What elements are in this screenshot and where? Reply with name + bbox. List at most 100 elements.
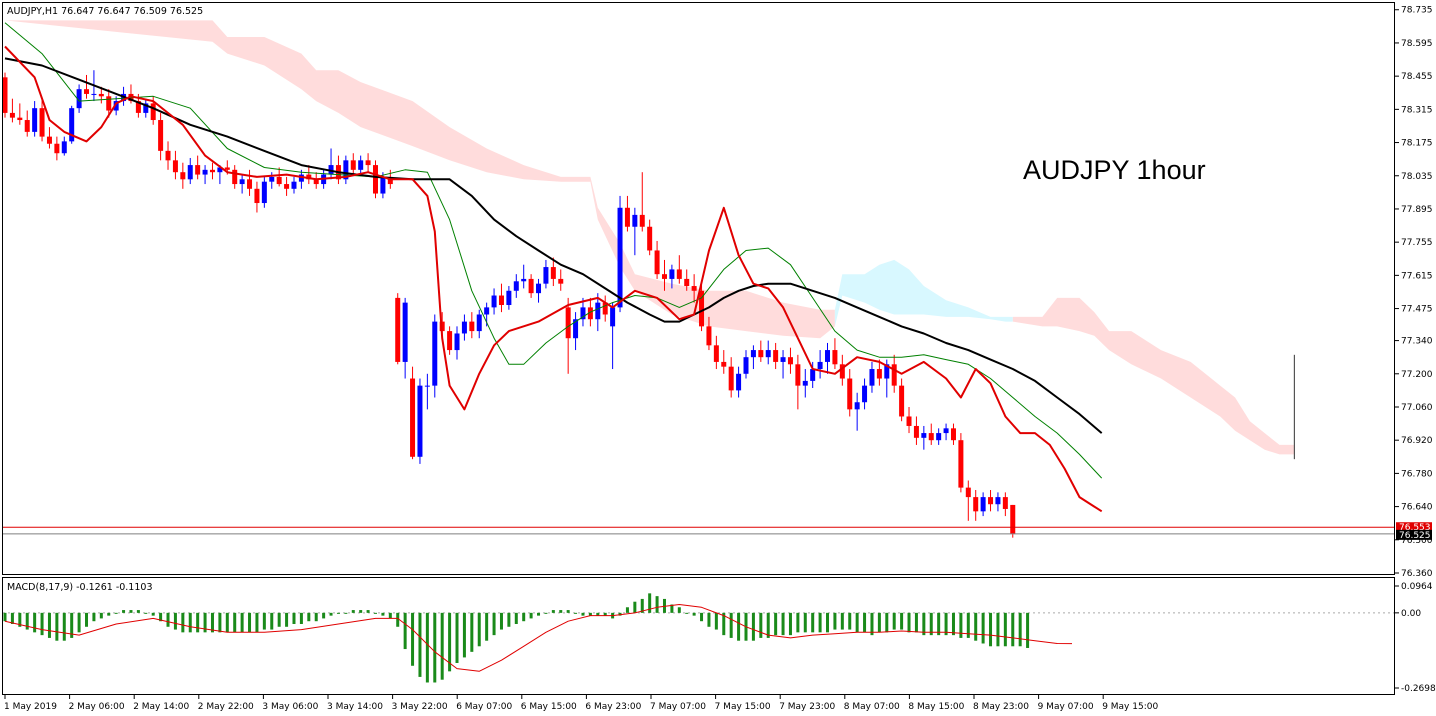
candle bbox=[528, 274, 534, 298]
candle bbox=[461, 314, 467, 341]
price-tick-label: 76.640 bbox=[1401, 503, 1433, 513]
candle-body bbox=[380, 176, 386, 194]
price-tick-label: 77.895 bbox=[1401, 205, 1433, 215]
candle bbox=[988, 489, 994, 512]
macd-bar bbox=[714, 612, 718, 630]
candle bbox=[580, 297, 586, 327]
candle bbox=[602, 295, 608, 322]
candle-body bbox=[795, 364, 801, 386]
macd-bar bbox=[759, 612, 763, 638]
macd-bar bbox=[77, 612, 81, 633]
candle-body bbox=[402, 302, 408, 362]
macd-bar bbox=[996, 612, 1000, 647]
time-tick-label: 6 May 15:00 bbox=[521, 702, 577, 712]
candle-body bbox=[750, 350, 756, 358]
macd-bar bbox=[92, 612, 96, 622]
macd-bar bbox=[885, 612, 889, 633]
candle-body bbox=[669, 269, 675, 279]
candle bbox=[254, 181, 260, 213]
candle-body bbox=[595, 302, 601, 320]
time-tick-label: 3 May 22:00 bbox=[392, 702, 448, 712]
time-tick-label: 8 May 23:00 bbox=[973, 702, 1029, 712]
macd-bar bbox=[455, 612, 459, 663]
macd-bar bbox=[574, 612, 578, 614]
candle bbox=[195, 155, 201, 180]
candle bbox=[899, 378, 905, 422]
macd-bar bbox=[196, 612, 200, 633]
candle bbox=[965, 480, 971, 521]
candle bbox=[684, 269, 690, 291]
candle bbox=[9, 98, 15, 123]
candle bbox=[936, 428, 942, 445]
candle bbox=[758, 340, 764, 362]
candle-body bbox=[150, 103, 156, 121]
candle-body bbox=[513, 281, 519, 291]
time-tick-label: 1 May 2019 bbox=[4, 702, 57, 712]
macd-bar bbox=[240, 612, 244, 633]
candle bbox=[632, 207, 638, 256]
candle-body bbox=[639, 214, 645, 227]
time-tick-label: 7 May 07:00 bbox=[650, 702, 706, 712]
macd-bar bbox=[203, 612, 207, 633]
macd-bar bbox=[136, 610, 140, 613]
candle-body bbox=[158, 120, 164, 151]
macd-bar bbox=[366, 610, 370, 613]
candle-body bbox=[602, 302, 608, 315]
macd-bar bbox=[166, 612, 170, 627]
candle bbox=[661, 259, 667, 291]
macd-bar bbox=[944, 612, 948, 636]
candle-body bbox=[9, 112, 15, 118]
price-tick-label: 77.755 bbox=[1401, 238, 1433, 248]
price-tick-label: 78.455 bbox=[1401, 72, 1433, 82]
macd-bar bbox=[781, 612, 785, 636]
candle-body bbox=[787, 357, 793, 365]
macd-bar bbox=[551, 610, 555, 613]
macd-bar bbox=[648, 593, 652, 613]
candle bbox=[773, 342, 779, 370]
macd-bar bbox=[929, 612, 933, 636]
candle bbox=[1010, 504, 1016, 538]
candle-body bbox=[195, 165, 201, 175]
price-tick-label: 77.200 bbox=[1401, 370, 1433, 380]
candle bbox=[973, 489, 979, 521]
candle-body bbox=[2, 77, 8, 113]
macd-bar bbox=[248, 612, 252, 633]
candles bbox=[2, 70, 1016, 538]
time-tick-label: 6 May 23:00 bbox=[585, 702, 641, 712]
macd-bar bbox=[685, 612, 689, 614]
candle-body bbox=[84, 89, 90, 94]
candle-body bbox=[936, 433, 942, 441]
candle bbox=[721, 350, 727, 374]
candle-body bbox=[232, 169, 238, 185]
candle bbox=[54, 136, 60, 161]
candle bbox=[913, 416, 919, 445]
candle-body bbox=[1010, 504, 1016, 534]
candle bbox=[699, 283, 705, 332]
candle bbox=[906, 406, 912, 434]
candle-body bbox=[373, 165, 378, 194]
macd-bar bbox=[840, 612, 844, 630]
macd-bar bbox=[514, 612, 518, 624]
candle bbox=[373, 160, 378, 199]
candle-body bbox=[587, 307, 593, 320]
macd-bar bbox=[892, 612, 896, 630]
candle bbox=[365, 153, 371, 173]
candle-body bbox=[632, 214, 638, 227]
candle bbox=[395, 293, 401, 365]
candle bbox=[750, 345, 756, 370]
macd-bar bbox=[351, 610, 355, 613]
candle-body bbox=[728, 366, 734, 391]
candle bbox=[550, 257, 556, 287]
candle-body bbox=[217, 167, 223, 173]
macd-bar bbox=[225, 612, 229, 633]
candle bbox=[521, 264, 527, 289]
candle-body bbox=[928, 433, 934, 441]
candle-body bbox=[417, 385, 423, 457]
candle bbox=[854, 392, 860, 431]
candle-body bbox=[24, 120, 30, 132]
candle-body bbox=[358, 160, 364, 170]
time-tick-label: 3 May 06:00 bbox=[262, 702, 318, 712]
candle bbox=[172, 150, 178, 180]
candle bbox=[676, 255, 682, 284]
candle bbox=[17, 103, 23, 125]
